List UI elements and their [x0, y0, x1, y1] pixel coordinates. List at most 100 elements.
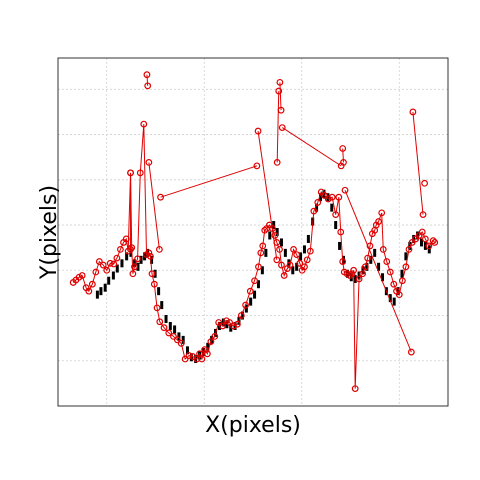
data-point [395, 291, 403, 299]
data-point [339, 258, 347, 265]
black-trace-mark [206, 342, 210, 351]
black-trace-mark [299, 252, 303, 261]
data-point [405, 245, 413, 253]
spike-line [146, 74, 149, 86]
black-trace-mark [400, 269, 404, 278]
spike-point [275, 87, 283, 95]
data-point [148, 270, 156, 278]
black-trace-mark [240, 311, 244, 320]
data-point [310, 207, 318, 215]
spike-point [253, 162, 261, 170]
spike-line [160, 165, 258, 198]
data-point [359, 270, 366, 278]
black-trace-mark [268, 231, 272, 240]
black-trace-mark [392, 297, 396, 306]
data-point [271, 232, 279, 239]
data-point [237, 312, 245, 319]
plot-frame [57, 57, 449, 407]
black-trace-mark [291, 266, 295, 275]
black-trace-mark [264, 248, 268, 257]
data-point [116, 245, 124, 253]
black-trace-mark [150, 255, 154, 264]
black-trace-mark [341, 255, 345, 264]
data-point [351, 385, 359, 393]
black-trace-mark [107, 276, 111, 285]
black-trace-mark [160, 301, 164, 310]
data-point [251, 277, 258, 285]
data-point [95, 258, 103, 265]
black-trace-mark [380, 273, 384, 282]
black-trace-mark [146, 248, 150, 257]
data-point [185, 352, 193, 359]
data-point [207, 338, 215, 346]
spike-line [344, 190, 412, 353]
spike-point [341, 186, 349, 194]
data-point [103, 266, 111, 274]
spike-point [127, 245, 134, 253]
data-point [198, 355, 206, 363]
data-point [160, 324, 168, 332]
data-point [173, 336, 181, 344]
spike-line [412, 111, 424, 215]
data-point [165, 329, 173, 337]
black-trace-mark [95, 290, 99, 299]
spike-line [148, 162, 160, 250]
black-trace-mark [369, 255, 373, 264]
data-point [215, 319, 223, 326]
black-trace-mark [377, 262, 381, 271]
data-point [242, 301, 249, 309]
spike-point [340, 158, 347, 166]
data-point [337, 228, 345, 236]
data-point [129, 270, 137, 278]
data-point [261, 226, 269, 234]
data-point [320, 192, 328, 199]
data-point [280, 272, 288, 279]
data-point [296, 259, 304, 267]
black-trace-mark [177, 332, 181, 341]
spike-point [143, 71, 151, 79]
data-point [431, 239, 439, 246]
data-point [181, 355, 189, 363]
black-trace-mark [326, 193, 330, 202]
black-trace-mark [283, 248, 287, 257]
black-trace-mark [318, 193, 322, 202]
spike-point [339, 145, 347, 152]
data-point [211, 333, 219, 340]
data-point [306, 247, 314, 255]
data-point [383, 258, 391, 265]
spike-line [276, 91, 280, 163]
spike-point [277, 106, 285, 114]
data-point [78, 272, 86, 279]
black-trace-mark [373, 248, 377, 257]
black-trace-mark [111, 271, 115, 280]
chart-grid [57, 57, 449, 407]
data-point [332, 211, 340, 219]
black-trace-mark [115, 264, 119, 273]
black-trace-mark [256, 280, 260, 289]
data-point [328, 193, 336, 201]
data-point [92, 268, 100, 276]
black-trace-mark [423, 241, 427, 250]
black-trace-mark [164, 315, 168, 323]
spike-point [273, 256, 281, 264]
data-point [375, 218, 382, 225]
spike-point [276, 78, 284, 86]
data-point [335, 193, 343, 201]
spike-line [279, 82, 282, 111]
data-point [145, 249, 153, 257]
data-point [246, 287, 254, 295]
black-trace-mark [353, 274, 357, 283]
black-trace-mark [198, 351, 202, 360]
black-trace-mark [132, 259, 136, 268]
black-trace-mark [408, 241, 412, 250]
black-trace-mark [275, 228, 279, 236]
data-point [257, 249, 265, 257]
data-point [418, 228, 426, 236]
data-point [364, 254, 372, 262]
black-trace-mark [120, 259, 124, 268]
black-trace-mark [419, 238, 423, 247]
black-trace-mark [302, 245, 306, 254]
spike-point [157, 193, 164, 201]
black-trace-mark [125, 252, 129, 261]
